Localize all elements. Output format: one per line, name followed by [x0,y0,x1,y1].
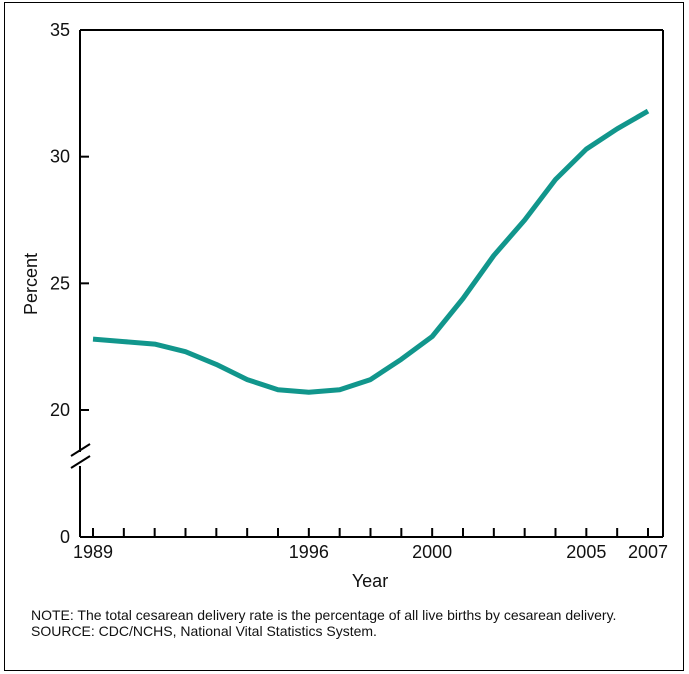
x-tick-label: 1996 [289,542,329,562]
figure-frame [4,2,684,671]
y-axis-title: Percent [21,253,41,315]
chart-series [92,108,650,395]
y-tick-label: 0 [60,527,70,547]
figure-notes: NOTE: The total cesarean delivery rate i… [31,607,651,639]
series-line [92,108,650,395]
axis-break-mark [70,455,91,469]
chart-axes [70,29,664,538]
y-tick-label: 20 [50,400,70,420]
chart-ticks [80,29,649,538]
x-axis-title: Year [352,571,388,591]
x-tick-label: 2005 [566,542,606,562]
y-tick-label: 25 [50,273,70,293]
axis-break-mark [70,443,91,457]
x-tick-label: 1989 [73,542,113,562]
x-tick-label: 2000 [412,542,452,562]
note-text: NOTE: The total cesarean delivery rate i… [31,607,617,623]
y-tick-label: 30 [50,147,70,167]
x-tick-label: 2007 [628,542,668,562]
y-tick-label: 35 [50,20,70,40]
source-text: SOURCE: CDC/NCHS, National Vital Statist… [31,623,377,639]
line-chart: 0 20 25 30 35 1989 1996 2000 2005 2007 Year Perce… [21,20,668,591]
chart-tick-labels: 0 20 25 30 35 1989 1996 2000 2005 2007 [50,20,668,562]
